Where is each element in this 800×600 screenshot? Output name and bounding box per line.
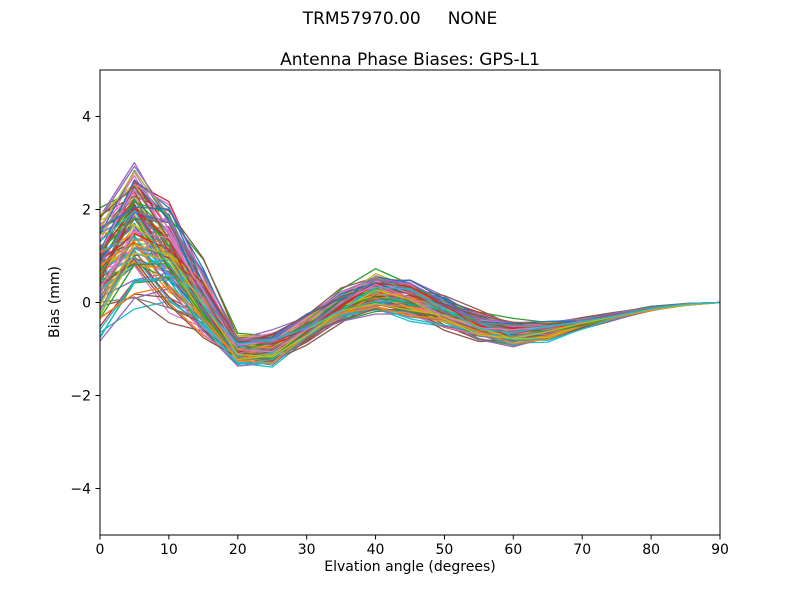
bias-curve xyxy=(99,197,721,341)
y-axis-label: Bias (mm) xyxy=(47,265,63,339)
x-tick-label: 0 xyxy=(96,542,105,558)
x-tick-label: 10 xyxy=(160,542,178,558)
chart-title: Antenna Phase Biases: GPS-L1 xyxy=(280,50,540,70)
x-tick-label: 90 xyxy=(711,542,729,558)
y-tick-label: 0 xyxy=(82,296,91,312)
x-tick-label: 30 xyxy=(298,542,316,558)
bias-curve xyxy=(99,210,721,343)
x-tick-label: 40 xyxy=(367,542,385,558)
x-tick-label: 50 xyxy=(436,542,454,558)
figure-suptitle: TRM57970.00 NONE xyxy=(302,9,498,29)
y-tick-label: 4 xyxy=(82,110,91,126)
x-tick-label: 60 xyxy=(504,542,522,558)
y-tick-label: −2 xyxy=(70,389,91,405)
x-tick-label: 20 xyxy=(229,542,247,558)
bias-curve xyxy=(99,233,721,343)
x-tick-label: 80 xyxy=(642,542,660,558)
x-tick-label: 70 xyxy=(573,542,591,558)
x-axis-label: Elvation angle (degrees) xyxy=(324,559,496,575)
bias-curve xyxy=(99,210,721,345)
y-tick-label: 2 xyxy=(82,203,91,219)
y-tick-label: −4 xyxy=(70,482,91,498)
